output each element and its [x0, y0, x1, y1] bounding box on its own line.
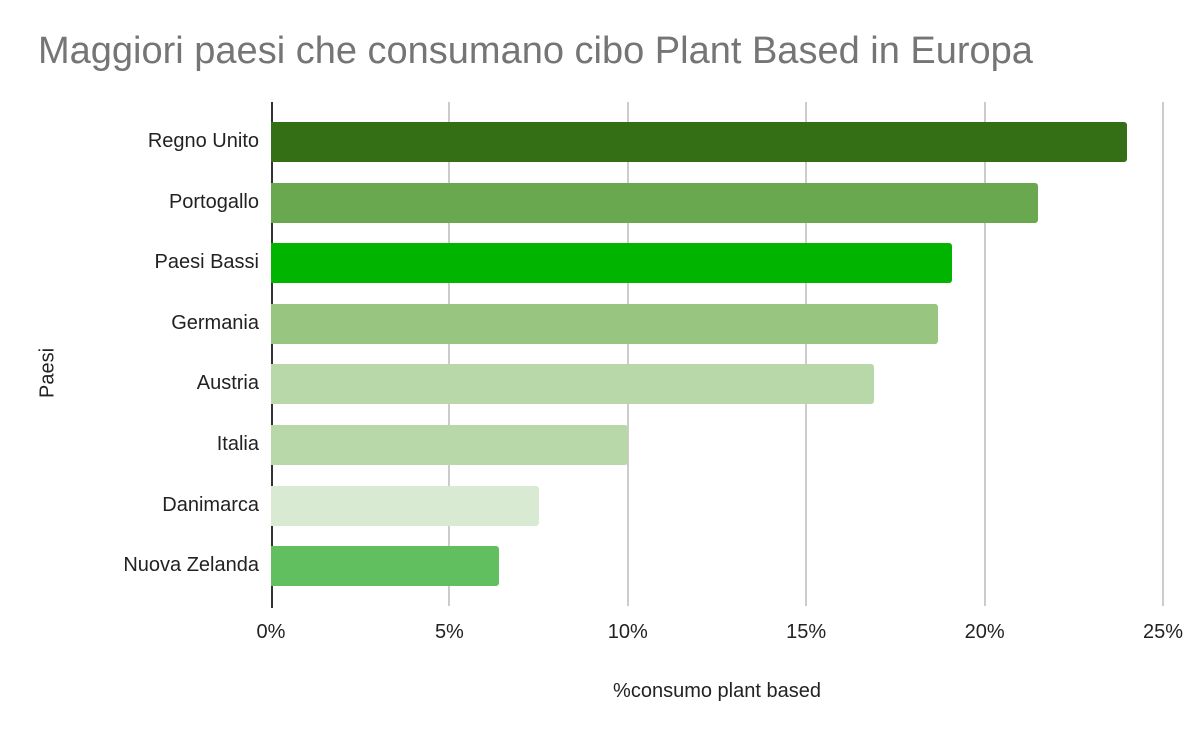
category-label: Germania: [171, 311, 259, 334]
bar[interactable]: [271, 182, 1039, 223]
category-label: Danimarca: [162, 493, 259, 516]
category-label: Italia: [216, 433, 259, 455]
category-label: Austria: [196, 372, 259, 395]
x-tick-label: 10%: [607, 621, 648, 643]
grid-line: [1162, 102, 1164, 606]
bar[interactable]: [271, 546, 500, 587]
category-label: Nuova Zelanda: [123, 554, 259, 577]
plot-area: [271, 102, 1164, 608]
grid-line: [626, 102, 629, 606]
axis-line: [271, 102, 273, 608]
category-label: Paesi Bassi: [154, 251, 260, 274]
x-tick-label: 20%: [964, 621, 1005, 643]
bar[interactable]: [271, 485, 539, 526]
x-tick-label: 5%: [434, 621, 464, 643]
bar[interactable]: [271, 243, 953, 284]
x-tick-label: 0%: [256, 621, 286, 643]
bar[interactable]: [271, 303, 939, 344]
grid-line: [448, 102, 451, 606]
grid-line: [805, 102, 808, 606]
bar[interactable]: [271, 364, 874, 405]
x-tick-label: 15%: [786, 621, 827, 643]
chart-title: Maggiori paesi che consumano cibo Plant …: [38, 30, 1033, 72]
x-tick-label: 25%: [1142, 621, 1184, 643]
category-label: Regno Unito: [147, 130, 259, 152]
category-label: Portogallo: [168, 190, 259, 213]
y-axis-label: Paesi: [36, 347, 59, 399]
x-axis-label: %consumo plant based: [613, 680, 821, 702]
bar[interactable]: [271, 122, 1128, 162]
bar[interactable]: [271, 425, 628, 465]
grid-line: [983, 102, 986, 606]
